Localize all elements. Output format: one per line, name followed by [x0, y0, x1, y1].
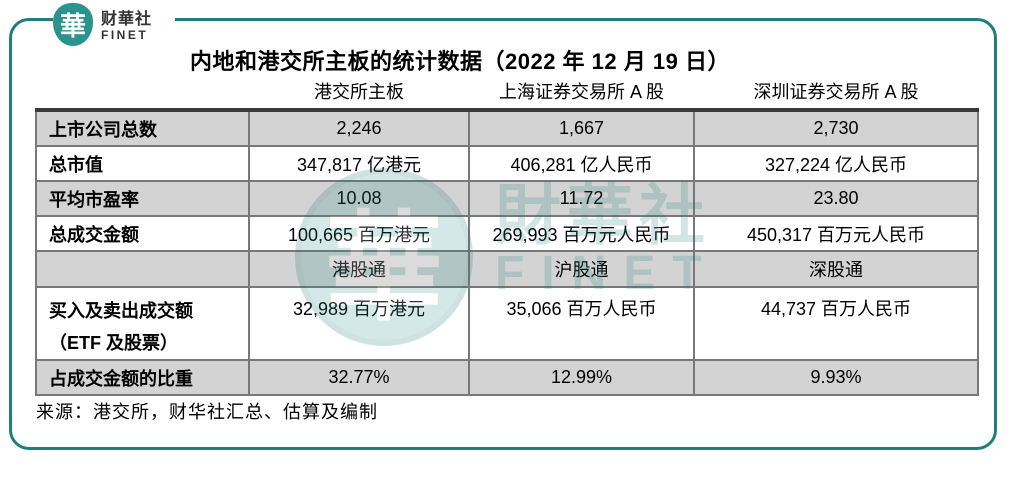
logo-name-en: FINET	[101, 27, 149, 42]
table-cell: 406,281 亿人民币	[468, 145, 695, 182]
row-label: 平均市盈率	[35, 180, 250, 217]
table-cell: 1,667	[468, 108, 695, 147]
table-row-turnover-share: 占成交金额的比重 32.77% 12.99% 9.93%	[35, 359, 979, 396]
header-row: 港交所主板 上海证券交易所 A 股 深圳证券交易所 A 股	[36, 74, 978, 110]
table-row-buy-sell-turnover: 买入及卖出成交额 （ETF 及股票） 32,989 百万港元 35,066 百万…	[35, 286, 979, 361]
column-header-empty	[36, 74, 249, 110]
table-row-turnover: 总成交金额 100,665 百万港元 269,993 百万元人民币 450,31…	[35, 215, 979, 252]
table-cell: 44,737 百万人民币	[693, 286, 979, 361]
table-cell: 12.99%	[468, 359, 695, 396]
logo-glyph: 華	[59, 11, 86, 41]
column-header-hkex: 港交所主板	[249, 74, 469, 110]
table-row-connect-headers: 港股通 沪股通 深股通	[35, 250, 979, 288]
table-cell: 32,989 百万港元	[248, 286, 470, 361]
table-cell: 2,246	[248, 108, 470, 147]
table-cell: 沪股通	[468, 250, 695, 288]
row-label: 占成交金额的比重	[35, 359, 250, 396]
table-row-pe-ratio: 平均市盈率 10.08 11.72 23.80	[35, 180, 979, 217]
finet-logo: 華 财華社 FINET	[53, 0, 175, 50]
table-cell: 450,317 百万元人民币	[693, 215, 979, 252]
table-cell: 11.72	[468, 180, 695, 217]
logo-name-cn: 财華社	[101, 11, 153, 28]
table-cell: 32.77%	[248, 359, 470, 396]
table-cell: 9.93%	[693, 359, 979, 396]
row-label	[35, 250, 250, 288]
table-cell: 10.08	[248, 180, 470, 217]
source-note: 来源：港交所，财华社汇总、估算及编制	[36, 402, 378, 422]
page-title: 内地和港交所主板的统计数据（2022 年 12 月 19 日）	[190, 49, 730, 74]
table-row-listed-companies: 上市公司总数 2,246 1,667 2,730	[35, 108, 979, 147]
table-cell: 港股通	[248, 250, 470, 288]
row-label: 上市公司总数	[35, 108, 250, 147]
table-cell: 347,817 亿港元	[248, 145, 470, 182]
logo-text: 财華社 FINET	[101, 11, 152, 42]
table-row-market-cap: 总市值 347,817 亿港元 406,281 亿人民币 327,224 亿人民…	[35, 145, 979, 182]
table-cell: 2,730	[693, 108, 979, 147]
table-cell: 23.80	[693, 180, 979, 217]
row-label-line1: 买入及卖出成交额	[49, 301, 193, 321]
row-label: 总市值	[35, 145, 250, 182]
column-header-shanghai: 上海证券交易所 A 股	[469, 74, 694, 110]
statistics-table: 港交所主板 上海证券交易所 A 股 深圳证券交易所 A 股 上市公司总数 2,2…	[35, 74, 979, 396]
table-cell: 269,993 百万元人民币	[468, 215, 695, 252]
finet-logo-icon: 華	[53, 3, 93, 46]
table-cell: 100,665 百万港元	[248, 215, 470, 252]
row-label: 买入及卖出成交额 （ETF 及股票）	[35, 286, 250, 361]
table-cell: 35,066 百万人民币	[468, 286, 695, 361]
table-cell: 327,224 亿人民币	[693, 145, 979, 182]
table-cell: 深股通	[693, 250, 979, 288]
row-label-line2: （ETF 及股票）	[49, 333, 178, 353]
column-header-shenzhen: 深圳证券交易所 A 股	[694, 74, 978, 110]
row-label: 总成交金额	[35, 215, 250, 252]
